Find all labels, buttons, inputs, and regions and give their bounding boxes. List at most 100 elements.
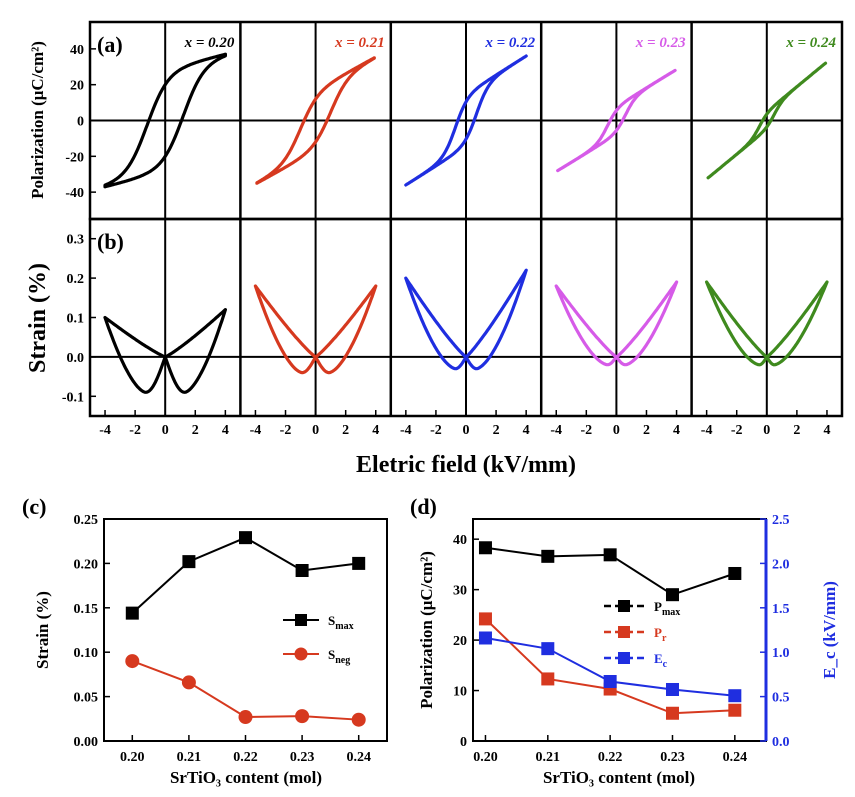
- pe-loop: [255, 56, 376, 185]
- d-legend-square: [618, 600, 630, 612]
- c-point-square: [295, 564, 309, 578]
- e-xtick-label: 2: [643, 423, 650, 438]
- d-point-square: [728, 703, 742, 717]
- pe-loop: [556, 68, 677, 173]
- c-ytick-label: 0.10: [74, 646, 99, 661]
- panel-label-c: (c): [22, 494, 46, 519]
- d-y2tick-label: 1.5: [772, 602, 790, 617]
- d-point-square: [541, 549, 555, 563]
- c-ytick-label: 0.05: [74, 691, 99, 706]
- d-point-square: [665, 706, 679, 720]
- d-point-square: [665, 682, 679, 696]
- d-legend-label: Pmax: [654, 599, 680, 618]
- c-xtick-label: 0.23: [290, 750, 315, 765]
- d-ytick-label: 0: [460, 735, 467, 750]
- e-xtick-label: 0: [763, 423, 770, 438]
- d-xtick-label: 0.24: [723, 750, 748, 765]
- e-xtick-label: -4: [550, 423, 562, 438]
- d-xtick-label: 0.23: [660, 750, 685, 765]
- e-xtick-label: 2: [192, 423, 199, 438]
- d-legend-label: Pr: [654, 625, 667, 644]
- d-point-square: [478, 541, 492, 555]
- e-xtick-label: -2: [731, 423, 743, 438]
- c-xtick-label: 0.21: [177, 750, 202, 765]
- c-legend-label: Sneg: [328, 647, 350, 666]
- panel-c-legend: Smax Sneg: [283, 613, 354, 666]
- strain-ylabel: Strain (%): [25, 263, 51, 373]
- c-ytick-label: 0.00: [74, 735, 99, 750]
- c-point-circle: [181, 675, 196, 690]
- d-point-square: [478, 612, 492, 626]
- c-point-circle: [351, 712, 366, 727]
- strain-ytick-label: 0.3: [67, 233, 85, 248]
- c-ytick-label: 0.25: [74, 513, 99, 528]
- e-xtick-label: -4: [250, 423, 262, 438]
- e-xtick-label: 2: [793, 423, 800, 438]
- c-point-circle: [295, 709, 310, 724]
- e-xtick-label: 0: [613, 423, 620, 438]
- composition-labels: x = 0.20 x = 0.21 x = 0.22 x = 0.23 x = 0.24: [184, 35, 837, 51]
- loop-curves: [103, 52, 829, 394]
- pe-loop: [706, 61, 828, 180]
- e-xtick-label: -4: [99, 423, 111, 438]
- strain-loop: [404, 268, 528, 371]
- c-xtick-label: 0.20: [120, 750, 145, 765]
- d-point-square: [478, 631, 492, 645]
- d-y2tick-label: 0.0: [772, 735, 790, 750]
- composition-label: x = 0.21: [334, 35, 385, 51]
- pe-ytick-label: 20: [70, 79, 84, 94]
- e-xtick-label: 4: [222, 423, 229, 438]
- strain-loop: [103, 308, 227, 394]
- d-ytick-label: 40: [453, 533, 467, 548]
- c-point-square: [125, 606, 139, 620]
- c-legend-square: [295, 614, 307, 626]
- c-point-circle: [238, 710, 253, 725]
- panel-d-ticks: 0 10 20 30 40 0.0 0.5 1.0 1.5 2.0 2.5 0.20 0.21 0.22 0…: [453, 513, 790, 765]
- e-xtick-label: 4: [823, 423, 830, 438]
- panel-d-legend: Pmax Pr Ec: [604, 599, 680, 670]
- c-ytick-label: 0.15: [74, 602, 99, 617]
- panel-d-xlabel: SrTiO₃ content (mol): [543, 768, 695, 787]
- panel-d-y2label: E_c (kV/mm): [820, 581, 839, 679]
- pe-loop: [404, 54, 528, 187]
- composition-label: x = 0.24: [785, 35, 836, 51]
- panel-c-xlabel: SrTiO₃ content (mol): [170, 768, 322, 787]
- e-xtick-label: 0: [312, 423, 319, 438]
- pe-ytick-label: -40: [65, 186, 84, 201]
- c-xtick-label: 0.22: [233, 750, 258, 765]
- strain-loop: [554, 280, 679, 367]
- c-legend-label: Smax: [328, 613, 354, 632]
- pe-ytick-label: 40: [70, 43, 84, 58]
- e-xtick-label: -2: [430, 423, 442, 438]
- pe-ytick-label: -20: [65, 150, 84, 165]
- c-point-square: [182, 555, 196, 569]
- panel-label-d: (d): [410, 494, 437, 519]
- c-ytick-label: 0.20: [74, 557, 99, 572]
- pe-ytick-label: 0: [77, 115, 84, 130]
- panel-c-ticks: 0.00 0.05 0.10 0.15 0.20 0.25 0.20 0.21 0.22 0.23…: [74, 513, 371, 765]
- e-xtick-label: 4: [372, 423, 379, 438]
- e-xtick-label: 4: [523, 423, 530, 438]
- d-y2tick-label: 0.5: [772, 691, 790, 706]
- strain-ytick-label: -0.1: [62, 390, 84, 405]
- composition-label: x = 0.20: [184, 35, 235, 51]
- e-xtick-label: 2: [342, 423, 349, 438]
- d-y2tick-label: 1.0: [772, 646, 790, 661]
- panel-c: 0.00 0.05 0.10 0.15 0.20 0.25 0.20 0.21 0.22 0.23…: [22, 494, 388, 787]
- panel-c-series: [125, 531, 366, 727]
- d-ytick-label: 10: [453, 685, 467, 700]
- d-legend-label: Ec: [654, 651, 668, 670]
- e-xtick-label: -2: [280, 423, 292, 438]
- subpanel-dividers: [239, 22, 693, 416]
- panel-label-a: (a): [97, 32, 123, 57]
- panel-c-ylabel: Strain (%): [33, 591, 52, 669]
- c-series-line: [131, 536, 359, 614]
- d-legend-square: [618, 626, 630, 638]
- d-legend-square: [618, 652, 630, 664]
- d-point-square: [665, 588, 679, 602]
- e-xtick-label: -2: [129, 423, 141, 438]
- e-xtick-label: 0: [162, 423, 169, 438]
- d-point-square: [603, 675, 617, 689]
